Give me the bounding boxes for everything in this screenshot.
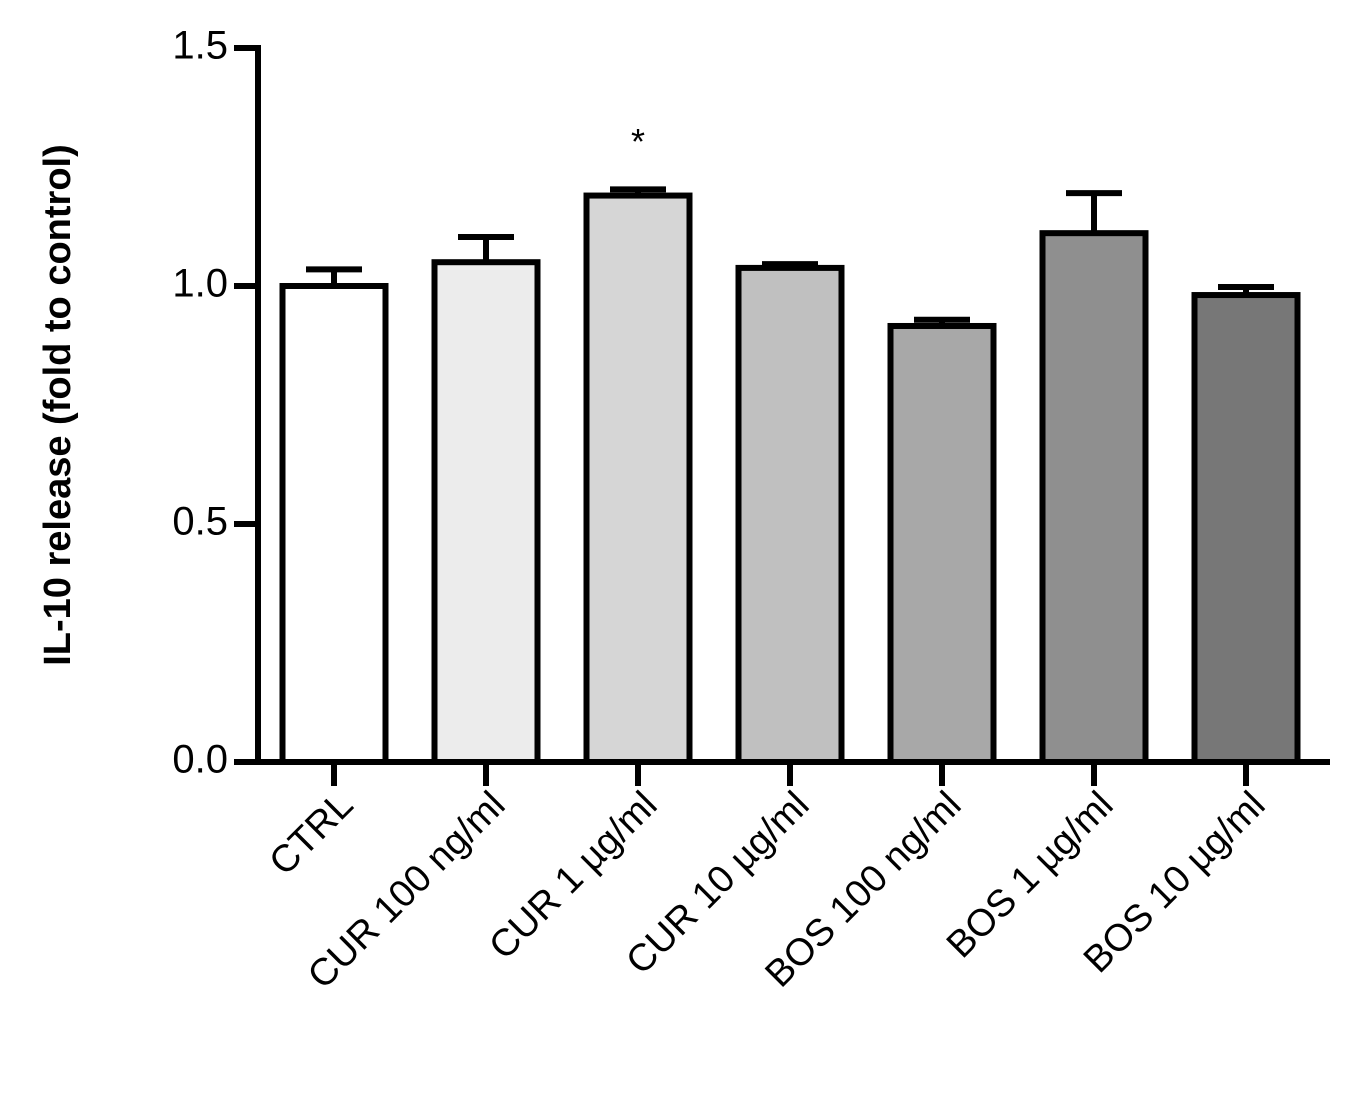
- bar: [1191, 292, 1301, 765]
- bar: [887, 322, 997, 765]
- y-axis-label: IL-10 release (fold to control): [37, 144, 79, 666]
- y-tick-label: 0.5: [172, 500, 228, 544]
- bar: [279, 283, 389, 765]
- y-tick-label: 0.0: [172, 738, 228, 782]
- bar: [431, 259, 541, 765]
- y-tick-label: 1.0: [172, 262, 228, 306]
- y-tick-label: 1.5: [172, 24, 228, 68]
- bar: [735, 264, 845, 765]
- bar: [583, 192, 693, 765]
- annotation: *: [631, 121, 645, 162]
- x-tick-label: CTRL: [262, 784, 362, 884]
- bar: [1039, 230, 1149, 765]
